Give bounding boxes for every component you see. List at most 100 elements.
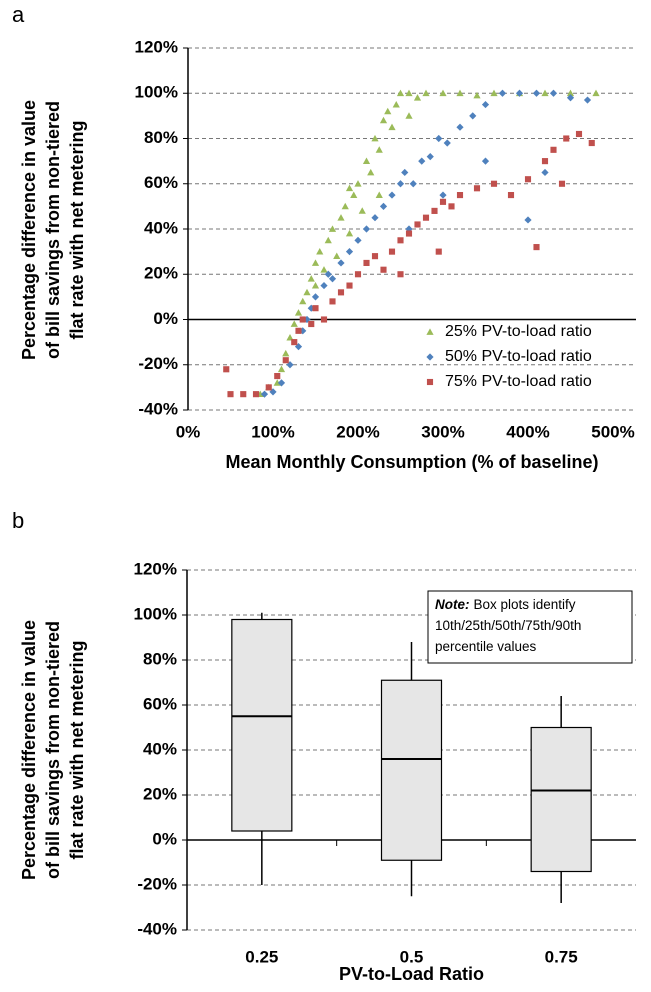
note-text: Note: Box plots identify xyxy=(435,597,576,612)
point xyxy=(481,100,490,109)
point xyxy=(448,203,455,210)
point xyxy=(456,123,464,131)
point xyxy=(524,216,532,224)
point xyxy=(282,357,289,364)
point xyxy=(583,96,592,104)
y-tick-label: -20% xyxy=(138,354,178,373)
point xyxy=(371,253,379,260)
point xyxy=(273,379,281,386)
legend-label: 25% PV-to-load ratio xyxy=(445,323,592,340)
point xyxy=(337,214,345,221)
point xyxy=(413,94,422,101)
point xyxy=(316,248,324,255)
point xyxy=(388,191,396,199)
point xyxy=(384,107,392,115)
y-tick-label: 40% xyxy=(144,218,178,237)
point xyxy=(426,153,434,161)
point xyxy=(337,289,345,296)
y-tick-label: 80% xyxy=(144,128,178,147)
point xyxy=(592,89,600,97)
point xyxy=(558,180,566,187)
point xyxy=(397,237,404,244)
note-box xyxy=(427,590,633,664)
y-tick-label: 60% xyxy=(144,173,178,192)
point xyxy=(303,288,311,296)
point xyxy=(524,176,532,183)
point xyxy=(481,157,490,165)
point xyxy=(490,180,498,187)
point xyxy=(396,180,405,188)
point xyxy=(422,214,430,221)
point xyxy=(346,282,353,289)
point xyxy=(324,236,332,244)
y-axis-title: of bill savings from non-tiered xyxy=(43,101,63,359)
panel-label: a xyxy=(12,2,25,27)
point xyxy=(354,271,362,278)
box xyxy=(380,679,443,861)
note-line: percentile values xyxy=(435,639,537,654)
point xyxy=(566,89,575,97)
point xyxy=(311,281,320,289)
point xyxy=(431,207,438,214)
point xyxy=(439,89,447,97)
point xyxy=(362,225,371,233)
point xyxy=(549,89,558,97)
point xyxy=(354,236,362,244)
legend-label: 75% PV-to-load ratio xyxy=(445,373,592,390)
box xyxy=(530,726,592,873)
point xyxy=(299,316,306,323)
point xyxy=(375,146,383,153)
point xyxy=(295,327,302,334)
point xyxy=(363,259,370,266)
point xyxy=(379,202,388,210)
y-tick-label: -20% xyxy=(137,874,177,893)
point xyxy=(498,89,507,97)
x-tick-label: 0.25 xyxy=(245,947,278,966)
point xyxy=(223,366,230,373)
point xyxy=(358,207,366,214)
y-axis-title: flat rate with net metering xyxy=(67,640,87,859)
y-axis-title: flat rate with net metering xyxy=(67,120,87,339)
point xyxy=(345,184,354,192)
y-axis-title: Percentage difference in value xyxy=(19,620,39,880)
x-axis-title: Mean Monthly Consumption (% of baseline) xyxy=(226,452,599,472)
point xyxy=(307,275,315,282)
point xyxy=(456,192,464,199)
y-tick-label: -40% xyxy=(138,399,178,418)
x-tick-label: 200% xyxy=(336,422,379,441)
point xyxy=(252,391,260,398)
x-tick-label: 500% xyxy=(591,422,634,441)
point xyxy=(371,134,379,142)
y-tick-label: 0% xyxy=(152,829,177,848)
point xyxy=(354,180,362,187)
point xyxy=(469,112,477,120)
point xyxy=(405,112,413,119)
note-line: Box plots identify xyxy=(474,597,576,612)
point xyxy=(311,259,320,266)
point xyxy=(337,259,345,267)
point xyxy=(282,349,290,357)
point xyxy=(418,157,426,165)
point xyxy=(260,390,269,398)
y-tick-label: 20% xyxy=(143,784,177,803)
y-axis-title: of bill savings from non-tiered xyxy=(43,621,63,879)
point xyxy=(345,248,354,256)
point xyxy=(328,225,337,232)
box xyxy=(231,618,293,832)
note-text: 10th/25th/50th/75th/90th xyxy=(435,618,581,633)
y-tick-label: 80% xyxy=(143,649,177,668)
x-tick-label: 0% xyxy=(176,422,201,441)
legend-label: 50% PV-to-load ratio xyxy=(445,348,592,365)
y-tick-label: 40% xyxy=(143,739,177,758)
x-axis-title: PV-to-Load Ratio xyxy=(339,964,484,984)
point xyxy=(324,270,332,278)
point xyxy=(435,134,443,143)
point xyxy=(422,89,430,97)
point xyxy=(345,229,354,237)
point xyxy=(515,89,524,97)
x-tick-label: 0.5 xyxy=(400,947,424,966)
point xyxy=(456,89,464,97)
point xyxy=(392,100,400,108)
point xyxy=(575,130,583,138)
